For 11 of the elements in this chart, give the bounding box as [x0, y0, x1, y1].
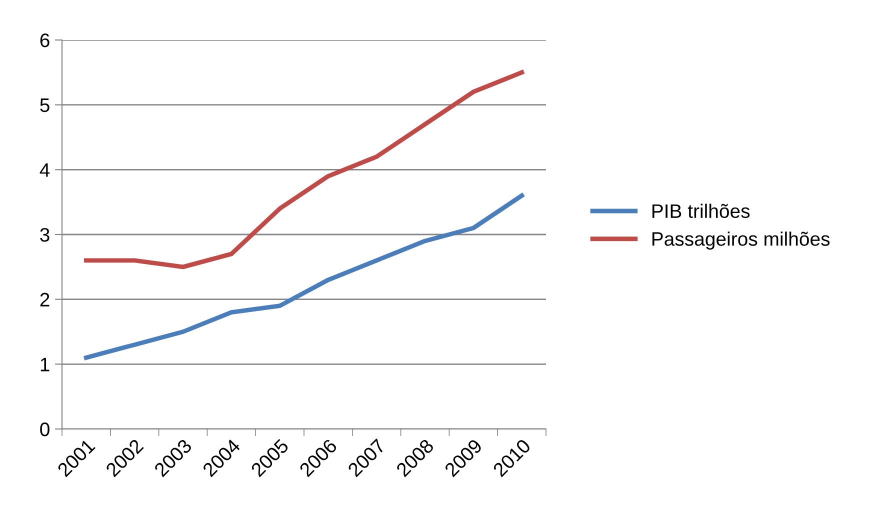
y-tick-label: 2 [40, 292, 50, 306]
y-tick-label: 4 [40, 163, 50, 177]
y-tick-label: 3 [40, 228, 50, 242]
legend-label: PIB trilhões [652, 204, 750, 218]
legend-label: Passageiros milhões [652, 232, 830, 250]
y-tick-label: 1 [40, 358, 50, 372]
line-series [84, 193, 524, 360]
y-tick-label: 6 [40, 33, 50, 48]
y-tick-label: 0 [40, 422, 50, 436]
y-tick-label: 5 [40, 98, 50, 112]
line-series [84, 70, 524, 270]
